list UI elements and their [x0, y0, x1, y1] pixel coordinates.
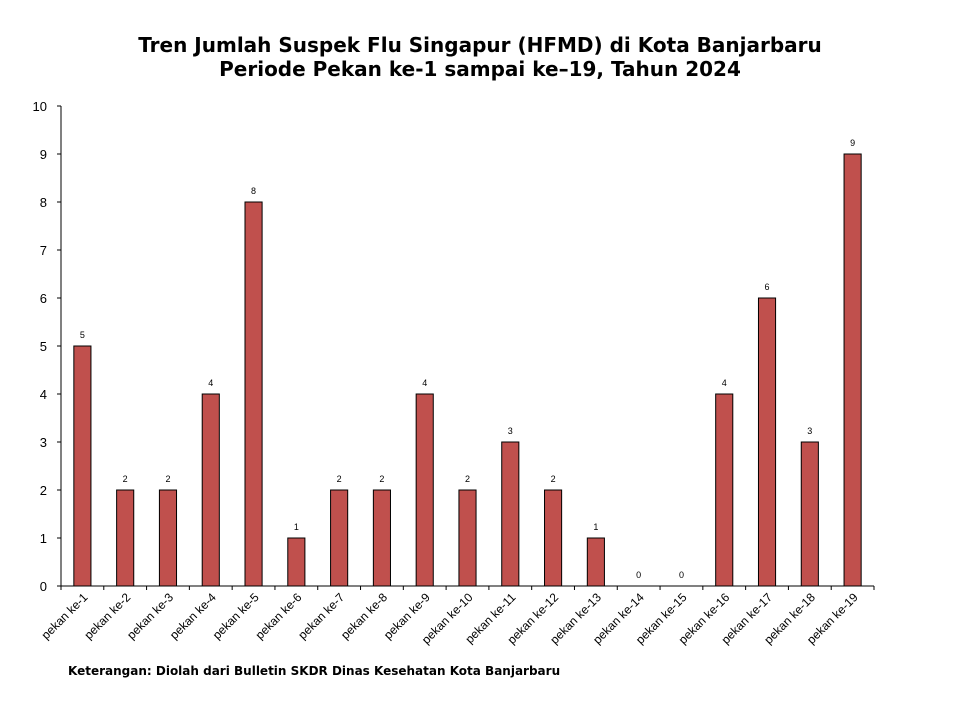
footnote: Keterangan: Diolah dari Bulletin SKDR Di…	[68, 664, 561, 678]
bar	[544, 489, 563, 587]
y-tick-label: 0	[40, 579, 47, 594]
data-label: 8	[251, 186, 256, 196]
y-tick-label: 1	[40, 531, 47, 546]
data-label: 2	[123, 474, 128, 484]
data-label: 3	[807, 426, 812, 436]
bar	[330, 489, 349, 587]
data-label: 3	[508, 426, 513, 436]
chart-title-block: Tren Jumlah Suspek Flu Singapur (HFMD) d…	[0, 33, 960, 81]
data-label: 6	[765, 282, 770, 292]
data-label: 0	[679, 570, 684, 580]
bar	[73, 345, 92, 587]
y-tick-label: 9	[40, 147, 47, 162]
data-label: 0	[636, 570, 641, 580]
y-tick-label: 10	[33, 99, 47, 114]
data-label: 2	[551, 474, 556, 484]
y-tick-label: 7	[40, 243, 47, 258]
chart-title: Tren Jumlah Suspek Flu Singapur (HFMD) d…	[138, 33, 822, 57]
bar	[287, 537, 306, 587]
chart-subtitle: Periode Pekan ke-1 sampai ke–19, Tahun 2…	[219, 57, 741, 81]
data-label: 4	[422, 378, 427, 388]
bar	[415, 393, 434, 587]
bar	[501, 441, 520, 587]
data-label: 1	[294, 522, 299, 532]
y-tick-label: 8	[40, 195, 47, 210]
data-label: 4	[722, 378, 727, 388]
bar	[757, 297, 777, 587]
data-label: 2	[465, 474, 470, 484]
y-tick-label: 2	[40, 483, 47, 498]
data-label: 9	[850, 138, 855, 148]
data-label: 4	[208, 378, 213, 388]
y-tick-label: 5	[40, 339, 47, 354]
bar	[715, 393, 734, 587]
data-label: 2	[379, 474, 384, 484]
bar	[201, 393, 220, 587]
bar	[586, 537, 605, 587]
bar	[158, 489, 178, 587]
data-label: 2	[337, 474, 342, 484]
data-label: 2	[165, 474, 170, 484]
data-label: 5	[80, 330, 85, 340]
data-label: 1	[593, 522, 598, 532]
bar	[843, 153, 862, 587]
bar	[116, 489, 135, 587]
bar	[372, 489, 391, 587]
y-tick-label: 3	[40, 435, 47, 450]
bar	[800, 441, 819, 587]
y-tick-label: 4	[40, 387, 47, 402]
bar	[244, 201, 263, 587]
y-tick-label: 6	[40, 291, 47, 306]
bar	[458, 489, 477, 587]
